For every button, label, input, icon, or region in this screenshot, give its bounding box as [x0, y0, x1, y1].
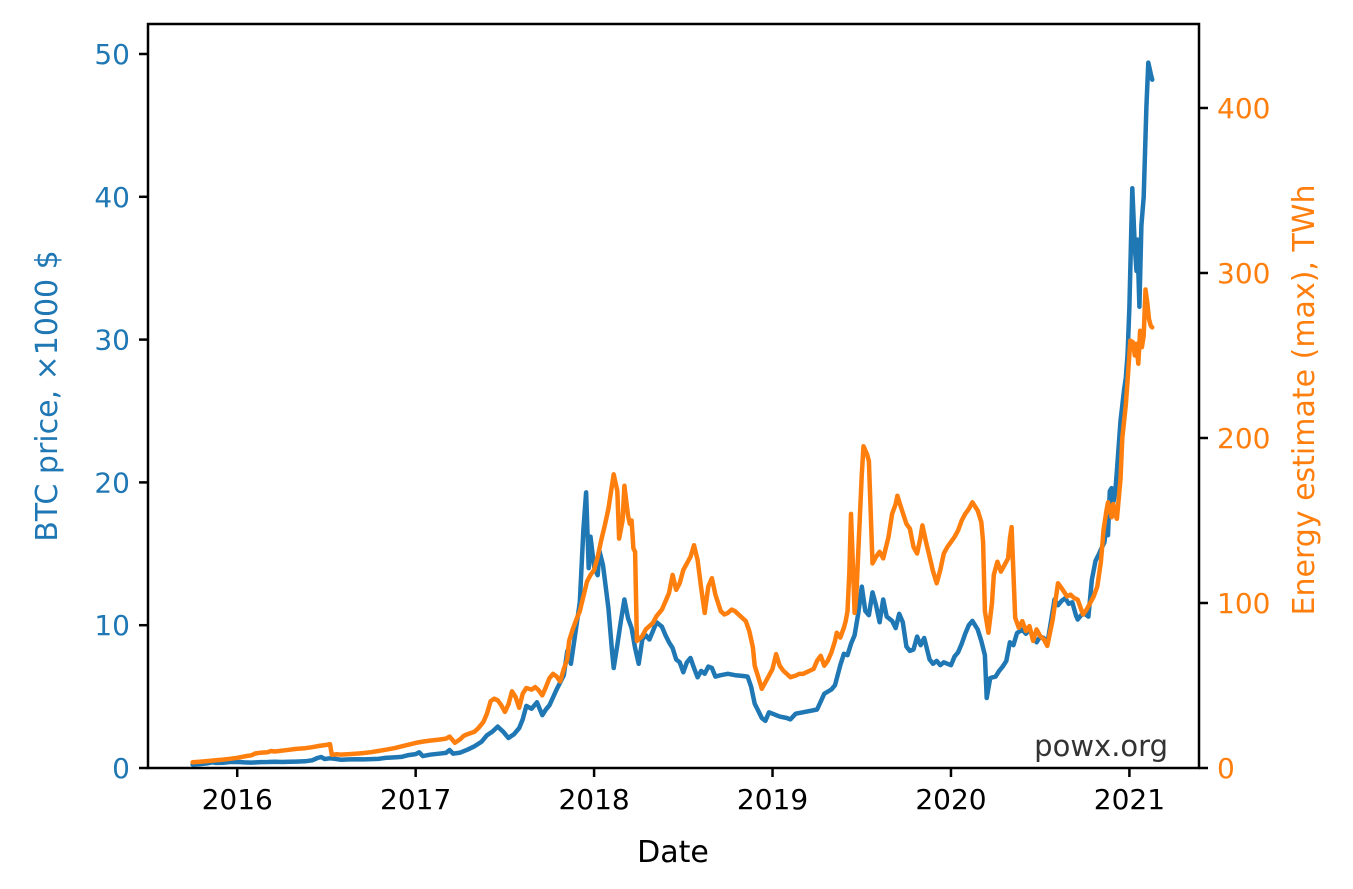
x-axis-title: Date — [637, 835, 709, 870]
plot-spines — [146, 22, 1201, 770]
y-right-tick-label: 0 — [1217, 752, 1235, 785]
y-right-tick-label: 200 — [1217, 422, 1270, 455]
y-right-axis-title: Energy estimate (max), TWh — [1287, 185, 1322, 616]
y-right-tick-label: 100 — [1217, 587, 1270, 620]
energy-estimate-max-line — [190, 287, 1155, 765]
x-tick-label: 2019 — [737, 783, 808, 816]
y-left-tick-label: 50 — [94, 38, 130, 71]
y-left-tick-label: 10 — [94, 609, 130, 642]
y-left-axis-title: BTC price, ×1000 $ — [30, 250, 65, 541]
watermark-text: powx.org — [1034, 729, 1168, 763]
x-tick-label: 2018 — [558, 783, 629, 816]
series-layer — [190, 60, 1155, 767]
axes-layer: 2016 2017 2018 2019 2020 2021 0 10 20 30 40 50 0 100 2… — [94, 22, 1270, 816]
btc-price-line — [190, 60, 1155, 767]
y-right-tick-label: 400 — [1217, 92, 1270, 125]
y-left-tick-label: 30 — [94, 324, 130, 357]
x-tick-label: 2016 — [202, 783, 273, 816]
y-right-tick-label: 300 — [1217, 257, 1270, 290]
x-tick-label: 2017 — [380, 783, 451, 816]
y-left-tick-label: 20 — [94, 466, 130, 499]
x-tick-label: 2020 — [915, 783, 986, 816]
x-tick-label: 2021 — [1094, 783, 1165, 816]
y-left-tick-label: 0 — [112, 752, 130, 785]
y-left-tick-label: 40 — [94, 181, 130, 214]
